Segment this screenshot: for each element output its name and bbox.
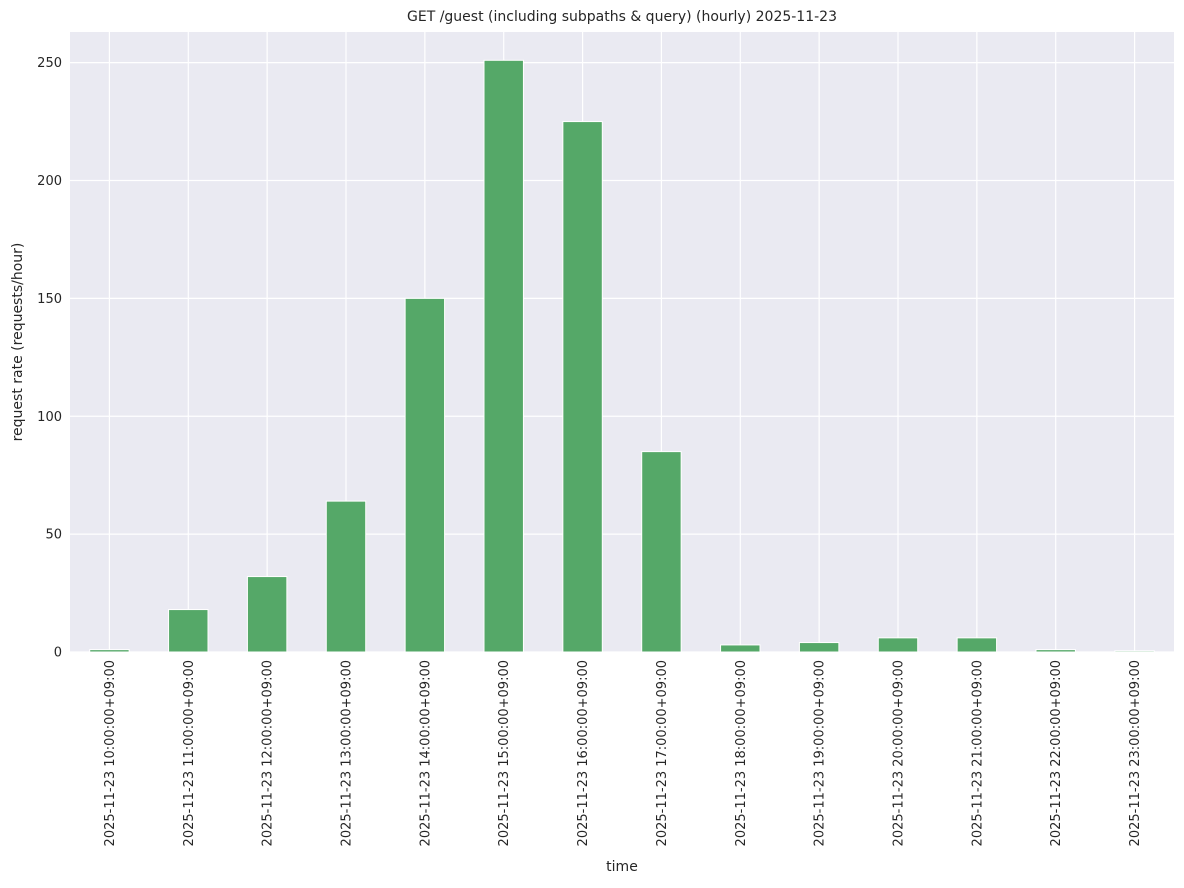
x-tick-label: 2025-11-23 11:00:00+09:00	[182, 660, 197, 846]
bar	[720, 644, 761, 653]
x-tick-label: 2025-11-23 10:00:00+09:00	[103, 660, 118, 846]
bar	[1114, 650, 1155, 653]
y-axis-label: request rate (requests/hour)	[10, 243, 26, 442]
plot-background	[70, 32, 1174, 652]
bar	[168, 609, 209, 653]
x-tick-label: 2025-11-23 18:00:00+09:00	[734, 660, 749, 846]
bar	[483, 59, 524, 653]
x-tick-label: 2025-11-23 14:00:00+09:00	[418, 660, 433, 846]
y-tick-label: 0	[54, 646, 62, 661]
x-tick-label: 2025-11-23 17:00:00+09:00	[655, 660, 670, 846]
x-tick-label: 2025-11-23 16:00:00+09:00	[576, 660, 591, 846]
x-tick-label: 2025-11-23 12:00:00+09:00	[261, 660, 276, 846]
bar	[246, 576, 288, 653]
y-tick-label: 200	[37, 174, 62, 189]
bar	[798, 642, 840, 653]
bars	[89, 59, 1155, 653]
y-tick-label: 250	[37, 56, 62, 71]
x-tick-label: 2025-11-23 19:00:00+09:00	[813, 660, 828, 846]
bar	[641, 451, 682, 653]
x-tick-label: 2025-11-23 21:00:00+09:00	[970, 660, 985, 846]
y-tick-label: 50	[45, 528, 62, 543]
x-tick-labels: 2025-11-23 10:00:00+09:00 2025-11-23 11:0…	[103, 660, 1143, 846]
bar	[956, 637, 998, 653]
bar	[89, 649, 130, 653]
y-tick-labels: 0 50 100 150 200 250	[37, 56, 62, 660]
bar	[877, 637, 919, 653]
x-tick-label: 2025-11-23 13:00:00+09:00	[340, 660, 355, 846]
y-tick-label: 150	[37, 292, 62, 307]
x-tick-label: 2025-11-23 20:00:00+09:00	[892, 660, 907, 846]
bar	[325, 500, 367, 653]
x-axis-label: time	[606, 859, 638, 875]
bar	[404, 297, 446, 653]
bar	[1035, 649, 1076, 653]
y-tick-label: 100	[37, 410, 62, 425]
x-tick-label: 2025-11-23 23:00:00+09:00	[1128, 660, 1143, 846]
bar	[562, 121, 603, 653]
x-tick-label: 2025-11-23 22:00:00+09:00	[1049, 660, 1064, 846]
chart-title: GET /guest (including subpaths & query) …	[407, 9, 837, 25]
x-tick-label: 2025-11-23 15:00:00+09:00	[497, 660, 512, 846]
